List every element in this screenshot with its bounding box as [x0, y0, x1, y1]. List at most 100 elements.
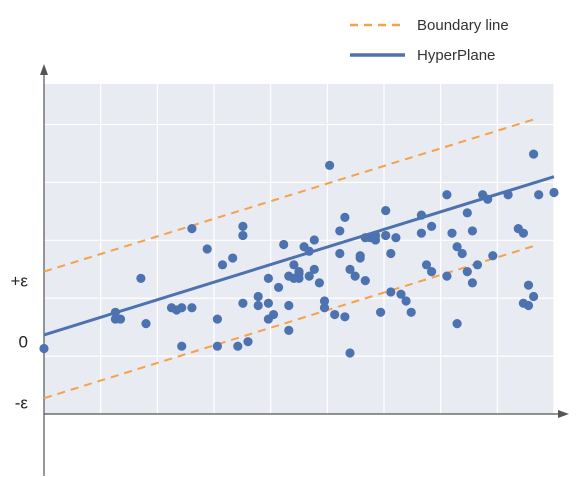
- data-point: [523, 300, 534, 311]
- data-point: [187, 303, 197, 313]
- data-point: [396, 289, 406, 299]
- data-point: [268, 309, 279, 320]
- data-point: [427, 221, 437, 231]
- data-point: [253, 291, 263, 302]
- data-point: [177, 303, 187, 313]
- data-point: [314, 278, 324, 288]
- data-point: [212, 314, 222, 324]
- data-point: [549, 187, 559, 198]
- data-point: [386, 287, 396, 297]
- data-point: [330, 309, 340, 320]
- data-point: [391, 233, 401, 243]
- data-point: [442, 271, 452, 281]
- data-point: [309, 264, 319, 274]
- data-point: [253, 300, 263, 311]
- data-point: [518, 228, 529, 238]
- y-tick-label: 0: [19, 333, 28, 352]
- data-point: [304, 246, 314, 256]
- y-axis-arrow: [40, 64, 48, 75]
- data-point: [370, 235, 381, 245]
- data-point: [340, 212, 350, 222]
- data-point: [319, 296, 330, 306]
- lower-boundary-line: [43, 243, 539, 400]
- data-point: [263, 273, 273, 283]
- data-point: [335, 226, 345, 236]
- plot-background: [44, 84, 554, 414]
- data-point: [263, 298, 273, 308]
- data-point: [452, 318, 462, 329]
- data-point: [284, 300, 294, 311]
- axes: [40, 64, 569, 476]
- data-point: [529, 291, 539, 302]
- data-point: [294, 267, 304, 277]
- data-point: [243, 337, 253, 347]
- data-point: [416, 210, 426, 220]
- data-point: [472, 260, 483, 270]
- data-point: [447, 228, 457, 238]
- data-point: [289, 260, 299, 270]
- data-point: [401, 296, 411, 306]
- legend: Boundary line HyperPlane: [350, 17, 509, 64]
- y-tick-label: +ε: [10, 272, 28, 291]
- data-point: [309, 235, 319, 245]
- data-point: [462, 208, 472, 218]
- data-point: [355, 251, 365, 261]
- data-point: [115, 314, 126, 324]
- data-point: [304, 271, 314, 281]
- data-point: [345, 264, 355, 274]
- data-point: [360, 276, 370, 286]
- data-point: [488, 251, 498, 261]
- hyperplane-line: [43, 175, 555, 337]
- data-point: [233, 341, 243, 351]
- data-point: [416, 228, 426, 238]
- data-point: [238, 230, 248, 241]
- data-point: [228, 253, 238, 263]
- x-axis-arrow: [558, 410, 569, 418]
- data-point: [345, 348, 355, 358]
- data-point: [381, 230, 391, 241]
- data-point: [442, 190, 452, 200]
- data-point: [503, 190, 513, 200]
- data-point: [534, 190, 544, 200]
- data-point: [376, 307, 386, 317]
- data-point: [238, 298, 248, 308]
- data-point: [406, 307, 416, 317]
- data-point: [136, 273, 146, 283]
- data-point: [177, 341, 187, 351]
- grid: [44, 84, 555, 414]
- data-point: [467, 278, 477, 288]
- data-point: [427, 267, 437, 277]
- data-point: [386, 248, 396, 259]
- data-point: [141, 318, 151, 329]
- data-point: [340, 312, 350, 322]
- data-point: [483, 194, 493, 204]
- data-point: [279, 239, 289, 250]
- data-point: [212, 341, 222, 351]
- data-point: [319, 303, 330, 313]
- data-point: [457, 248, 467, 259]
- legend-label: Boundary line: [417, 17, 509, 34]
- data-point: [350, 271, 360, 281]
- data-point: [381, 205, 391, 216]
- data-points: [39, 149, 559, 358]
- data-point: [39, 343, 49, 354]
- upper-boundary-line: [43, 116, 539, 273]
- data-point: [294, 273, 304, 283]
- series-lines: [43, 116, 555, 400]
- data-point: [529, 149, 539, 159]
- data-point: [335, 248, 345, 259]
- data-point: [238, 221, 248, 231]
- data-point: [462, 267, 472, 277]
- y-tick-label: -ε: [15, 394, 29, 413]
- data-point: [274, 282, 284, 293]
- y-tick-labels: +ε 0 -ε: [10, 272, 28, 413]
- data-point: [467, 226, 477, 236]
- data-point: [284, 325, 294, 335]
- data-point: [421, 260, 432, 270]
- data-point: [523, 280, 534, 290]
- data-point: [217, 260, 228, 270]
- legend-label: HyperPlane: [417, 47, 495, 64]
- data-point: [325, 160, 335, 170]
- data-point: [452, 242, 462, 252]
